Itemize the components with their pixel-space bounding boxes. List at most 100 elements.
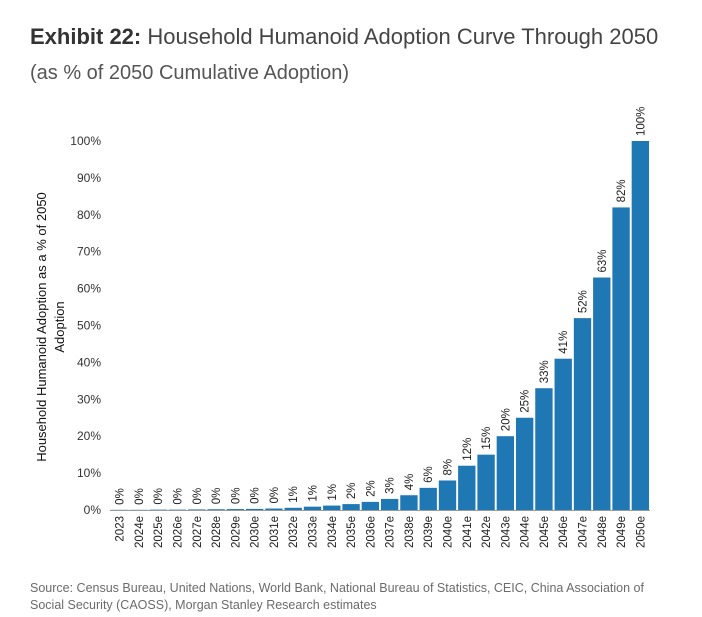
bar xyxy=(554,358,572,510)
x-tick-label: 2041e xyxy=(462,516,474,548)
data-label: 8% xyxy=(443,459,455,476)
data-label: 0% xyxy=(230,487,242,504)
x-tick-label: 2039e xyxy=(423,516,435,548)
x-tick-label: 2042e xyxy=(481,516,493,548)
y-tick-label: 70% xyxy=(77,245,101,259)
bar xyxy=(631,141,650,510)
x-tick-label: 2023 xyxy=(115,516,127,542)
data-label: 100% xyxy=(635,107,647,136)
y-tick-label: 40% xyxy=(77,355,101,369)
bar xyxy=(535,388,553,510)
exhibit-number: Exhibit 22: xyxy=(30,24,142,49)
x-tick-label: 2046e xyxy=(558,516,570,548)
data-label: 0% xyxy=(192,488,204,505)
bar xyxy=(284,507,302,510)
data-label: 0% xyxy=(269,487,281,504)
bar xyxy=(438,480,457,510)
x-tick-label: 2044e xyxy=(520,516,532,548)
x-tick-label: 2032e xyxy=(288,516,300,548)
data-label: 41% xyxy=(558,331,570,354)
data-label: 2% xyxy=(346,482,358,499)
y-axis-label-line2: Adoption xyxy=(52,301,67,352)
data-label: 2% xyxy=(365,480,377,497)
data-label: 6% xyxy=(423,466,435,483)
bar xyxy=(477,454,495,510)
data-label: 12% xyxy=(462,438,474,461)
source-note: Source: Census Bureau, United Nations, W… xyxy=(30,581,644,612)
bar xyxy=(400,495,418,510)
x-tick-label: 2037e xyxy=(385,516,397,548)
bar xyxy=(323,505,341,510)
x-tick-label: 2034e xyxy=(327,516,339,548)
y-tick-label: 10% xyxy=(77,466,101,480)
data-label: 1% xyxy=(308,485,320,502)
data-label: 0% xyxy=(153,488,165,505)
y-tick-label: 30% xyxy=(77,392,101,406)
chart-subtitle: (as % of 2050 Cumulative Adoption) xyxy=(30,62,350,84)
x-tick-label: 2050e xyxy=(635,516,647,548)
data-label: 82% xyxy=(616,179,628,202)
chart-title: Exhibit 22: Household Humanoid Adoption … xyxy=(30,24,658,50)
x-tick-label: 2043e xyxy=(500,516,512,548)
data-label: 20% xyxy=(500,408,512,431)
data-label: 1% xyxy=(327,484,339,501)
data-label: 63% xyxy=(597,249,609,272)
x-tick-label: 2038e xyxy=(404,516,416,548)
x-tick-label: 2047e xyxy=(578,516,590,548)
data-label: 0% xyxy=(250,487,262,504)
data-label: 1% xyxy=(288,486,300,503)
y-tick-label: 60% xyxy=(77,282,101,296)
y-tick-label: 100% xyxy=(70,134,101,148)
bar xyxy=(226,509,245,510)
bar xyxy=(419,487,437,510)
x-tick-label: 2031e xyxy=(269,516,281,548)
x-tick-label: 2026e xyxy=(173,516,185,548)
x-tick-label: 2040e xyxy=(443,516,455,548)
x-tick-label: 2030e xyxy=(250,516,262,548)
bar xyxy=(612,207,630,511)
data-label: 0% xyxy=(115,488,127,505)
data-labels: 0% 0% 0% 0% 0% 0% 0% 0% 0% 1% 1% 1% 2% 2% 3% 4% 6% 8% 12% 1… xyxy=(115,107,648,505)
bar xyxy=(361,501,380,510)
bar xyxy=(496,436,515,510)
bar xyxy=(593,277,611,510)
bar xyxy=(265,508,283,510)
x-tick-label: 2029e xyxy=(230,516,242,548)
title-text: Household Humanoid Adoption Curve Throug… xyxy=(147,24,659,49)
x-tick-label: 2028e xyxy=(211,516,223,548)
data-label: 0% xyxy=(173,488,185,505)
data-label: 52% xyxy=(578,290,590,313)
x-tick-label: 2024e xyxy=(134,516,146,548)
y-tick-label: 0% xyxy=(84,503,102,517)
x-tick-label: 2048e xyxy=(597,516,609,548)
data-label: 3% xyxy=(385,477,397,494)
x-tick-label: 2035e xyxy=(346,516,358,548)
data-label: 0% xyxy=(211,488,223,505)
bar xyxy=(188,509,206,510)
bars xyxy=(110,141,650,511)
y-tick-label: 50% xyxy=(77,319,101,333)
bar xyxy=(458,465,476,510)
data-label: 15% xyxy=(481,427,493,450)
x-tick-label: 2036e xyxy=(365,516,377,548)
x-tick-label: 2033e xyxy=(308,516,320,548)
y-tick-label: 20% xyxy=(77,429,101,443)
bar xyxy=(207,509,225,510)
x-tick-label: 2025e xyxy=(153,516,165,548)
y-tick-label: 90% xyxy=(77,171,101,185)
bar xyxy=(380,498,399,510)
data-label: 4% xyxy=(404,474,416,491)
x-tick-label: 2049e xyxy=(616,516,628,548)
y-axis-label-line1: Household Humanoid Adoption as a % of 20… xyxy=(34,192,49,462)
data-label: 33% xyxy=(539,360,551,383)
x-tick-label: 2045e xyxy=(539,516,551,548)
y-tick-label: 80% xyxy=(77,208,101,222)
x-tick-label: 2027e xyxy=(192,516,204,548)
bar-chart: 0%10%20%30%40%50%60%70%80%90%100% 0% 0% 0%… xyxy=(34,107,650,548)
data-label: 0% xyxy=(134,488,146,505)
bar xyxy=(515,417,534,510)
x-axis-ticks: 2023 2024e 2025e 2026e 2027e 2028e 2029e 2030e 2… xyxy=(115,516,648,548)
bar xyxy=(342,504,360,510)
data-label: 25% xyxy=(520,390,532,413)
y-axis-ticks: 0% 10% 20% 30% 40% 50% 60% 70% 80% 90% 100% xyxy=(70,134,101,517)
